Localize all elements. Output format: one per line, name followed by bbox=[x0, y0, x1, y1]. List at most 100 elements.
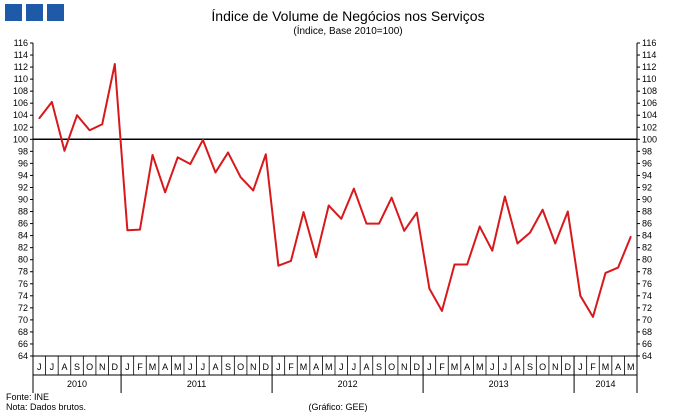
data-point bbox=[290, 259, 292, 262]
data-point bbox=[264, 153, 267, 156]
data-point bbox=[315, 256, 318, 259]
y-tick-label: 114 bbox=[14, 50, 28, 60]
data-point bbox=[101, 123, 104, 126]
data-point bbox=[441, 309, 443, 312]
y-tick-label-right: 114 bbox=[642, 50, 656, 60]
y-tick-label-right: 66 bbox=[642, 339, 652, 349]
month-label: A bbox=[313, 362, 319, 372]
data-point bbox=[76, 114, 78, 117]
y-tick-label: 70 bbox=[18, 315, 28, 325]
y-tick-label: 78 bbox=[18, 267, 28, 277]
y-tick-label-right: 104 bbox=[642, 110, 657, 120]
month-label: N bbox=[552, 362, 559, 372]
y-tick-label: 86 bbox=[18, 219, 28, 229]
month-label: A bbox=[61, 362, 67, 372]
data-point bbox=[516, 242, 519, 245]
y-tick-label-right: 74 bbox=[642, 291, 652, 301]
logo-block-1 bbox=[5, 4, 22, 21]
chart-subtitle: (Índice, Base 2010=100) bbox=[293, 24, 402, 37]
month-label: J bbox=[201, 362, 206, 372]
month-label: F bbox=[288, 362, 294, 372]
month-label: M bbox=[149, 362, 157, 372]
month-label: M bbox=[627, 362, 635, 372]
logo-block-2 bbox=[26, 4, 43, 21]
data-point bbox=[327, 204, 330, 207]
month-label: F bbox=[137, 362, 143, 372]
month-label: M bbox=[451, 362, 459, 372]
month-label: D bbox=[112, 362, 119, 372]
month-label: N bbox=[401, 362, 408, 372]
y-tick-label: 100 bbox=[13, 134, 28, 144]
data-point bbox=[113, 63, 116, 65]
month-label: J bbox=[503, 362, 508, 372]
y-tick-label-right: 80 bbox=[642, 255, 652, 265]
y-tick-label: 74 bbox=[18, 291, 28, 301]
month-label: S bbox=[225, 362, 231, 372]
data-point bbox=[415, 211, 418, 214]
y-tick-label: 116 bbox=[14, 38, 28, 48]
y-tick-label-right: 92 bbox=[642, 182, 652, 192]
y-tick-label-right: 102 bbox=[642, 122, 657, 132]
source-note: Fonte: INE bbox=[6, 392, 49, 402]
data-point bbox=[352, 187, 355, 190]
month-label: O bbox=[388, 362, 395, 372]
month-label: S bbox=[376, 362, 382, 372]
data-point bbox=[617, 266, 620, 269]
month-label: J bbox=[125, 362, 130, 372]
y-tick-label-right: 76 bbox=[642, 279, 652, 289]
y-tick-label: 92 bbox=[18, 182, 28, 192]
y-tick-label-right: 64 bbox=[642, 351, 652, 361]
y-tick-label-right: 72 bbox=[642, 303, 652, 313]
month-label: J bbox=[427, 362, 432, 372]
y-tick-label-right: 78 bbox=[642, 267, 652, 277]
month-label: D bbox=[565, 362, 572, 372]
month-label: J bbox=[188, 362, 193, 372]
data-point bbox=[541, 208, 544, 211]
logo-block-3 bbox=[47, 4, 64, 21]
logo bbox=[5, 4, 65, 21]
data-point bbox=[88, 129, 91, 132]
year-label: 2013 bbox=[489, 379, 509, 389]
y-tick-label-right: 94 bbox=[642, 170, 652, 180]
data-point bbox=[151, 154, 154, 156]
year-label: 2012 bbox=[338, 379, 358, 389]
y-tick-label: 64 bbox=[18, 351, 28, 361]
y-tick-label: 102 bbox=[13, 122, 28, 132]
month-label: O bbox=[539, 362, 546, 372]
month-label: A bbox=[514, 362, 520, 372]
data-note: Nota: Dados brutos. bbox=[6, 402, 86, 412]
y-tick-label: 112 bbox=[14, 62, 28, 72]
month-label: J bbox=[578, 362, 583, 372]
y-tick-label-right: 68 bbox=[642, 327, 652, 337]
data-point bbox=[139, 228, 141, 231]
month-label: J bbox=[37, 362, 42, 372]
data-point bbox=[50, 101, 53, 103]
data-point bbox=[189, 163, 192, 165]
data-point bbox=[478, 225, 481, 228]
chart-title: Índice de Volume de Negócios nos Serviço… bbox=[211, 8, 484, 24]
data-point bbox=[38, 117, 41, 120]
y-tick-label: 106 bbox=[13, 98, 28, 108]
data-point bbox=[252, 189, 255, 192]
month-label: J bbox=[352, 362, 357, 372]
data-point bbox=[176, 156, 179, 159]
y-tick-label-right: 106 bbox=[642, 98, 657, 108]
y-tick-label: 66 bbox=[18, 339, 28, 349]
month-label: M bbox=[602, 362, 610, 372]
month-label: D bbox=[414, 362, 421, 372]
month-label: A bbox=[363, 362, 369, 372]
month-label: S bbox=[527, 362, 533, 372]
y-tick-label: 90 bbox=[18, 195, 28, 205]
y-tick-label-right: 86 bbox=[642, 219, 652, 229]
y-tick-label: 96 bbox=[18, 158, 28, 168]
y-tick-label: 104 bbox=[13, 110, 28, 120]
month-label: F bbox=[439, 362, 445, 372]
data-point bbox=[428, 287, 431, 290]
data-point bbox=[277, 264, 280, 267]
data-point bbox=[579, 294, 582, 297]
data-point bbox=[566, 210, 569, 213]
month-label: A bbox=[162, 362, 168, 372]
y-tick-label: 94 bbox=[18, 170, 28, 180]
y-tick-label: 80 bbox=[18, 255, 28, 265]
